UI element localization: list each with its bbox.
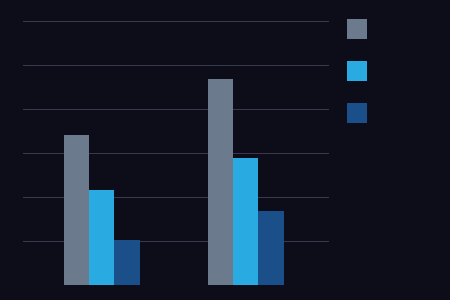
- Bar: [114, 240, 140, 285]
- Bar: [208, 79, 233, 285]
- Bar: [89, 190, 114, 285]
- Bar: [233, 158, 258, 285]
- Bar: [258, 211, 284, 285]
- Bar: [64, 134, 89, 285]
